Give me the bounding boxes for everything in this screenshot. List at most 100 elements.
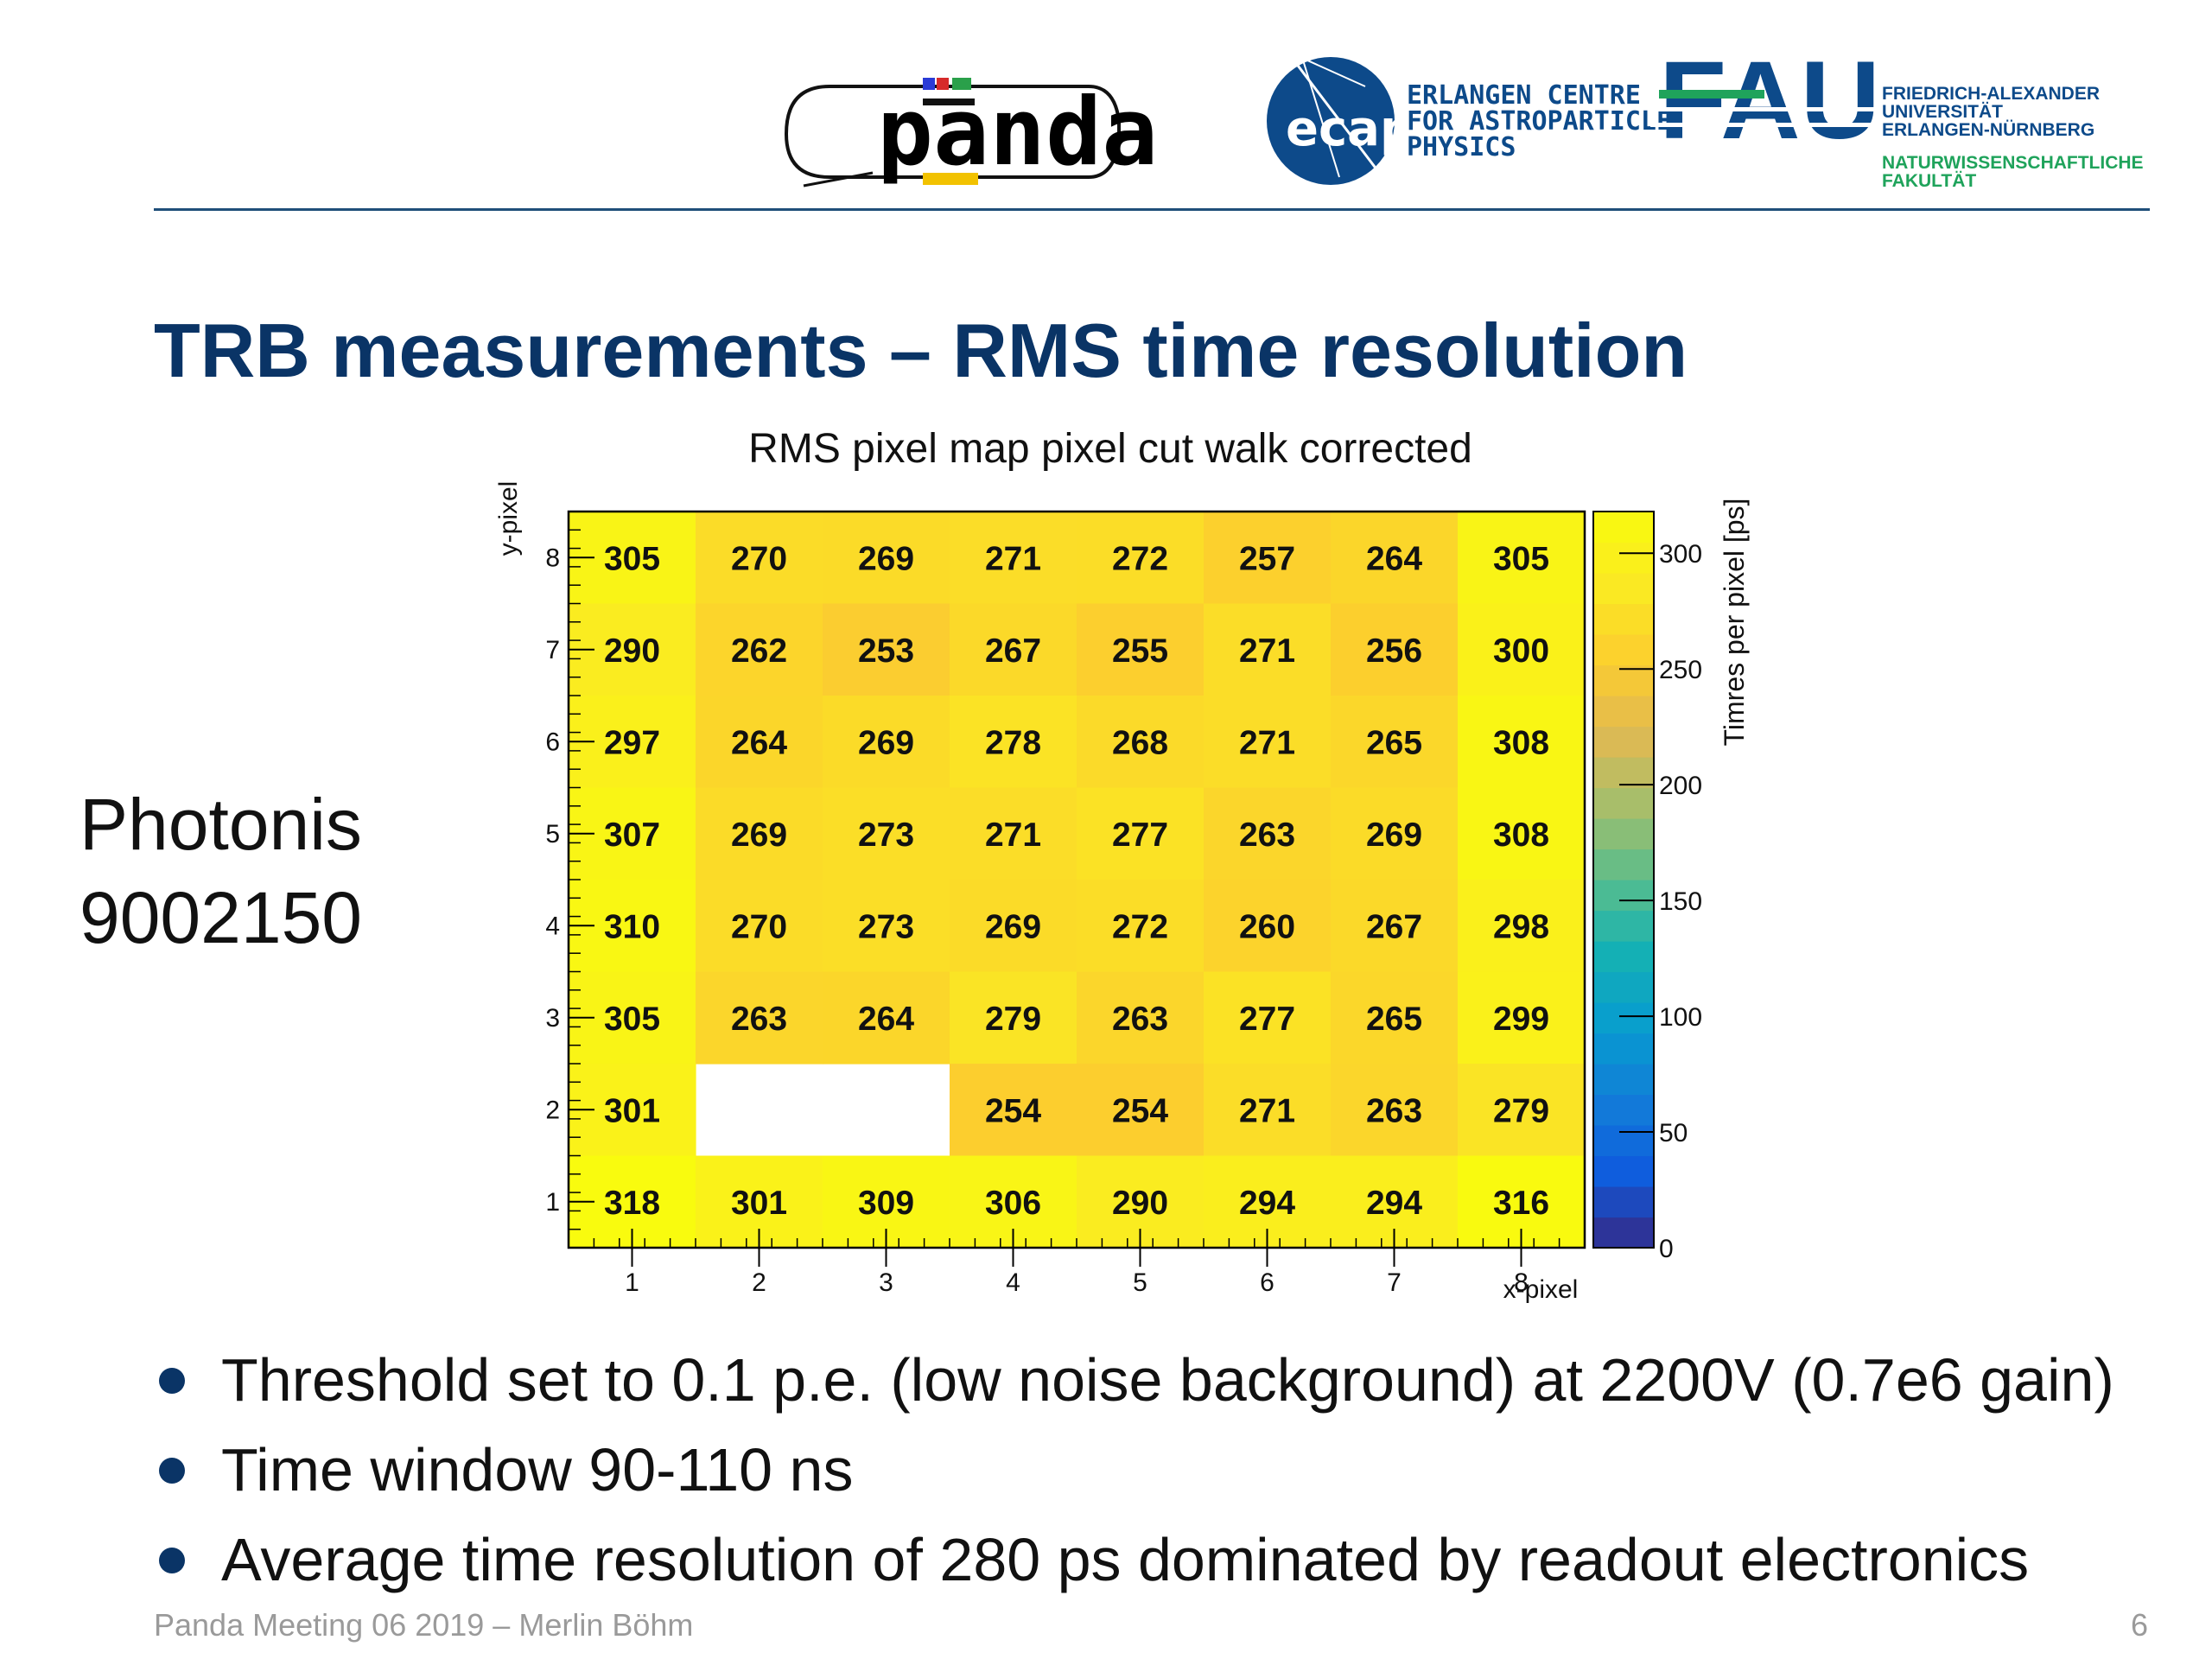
fau-name-line-2: UNIVERSITÄT (1882, 102, 2003, 122)
heatmap-cell (1204, 880, 1332, 973)
bullet-item: Average time resolution of 280 ps domina… (154, 1515, 2114, 1605)
bullet-text: Threshold set to 0.1 p.e. (low noise bac… (221, 1346, 2114, 1414)
y-tick-label: 2 (545, 1096, 560, 1124)
colorbar-segment (1593, 1125, 1654, 1157)
cell-value-label: 298 (1493, 908, 1549, 945)
heatmap-cell (1331, 880, 1459, 973)
heatmap-cell (1077, 880, 1205, 973)
cell-value-label: 267 (985, 632, 1041, 670)
heatmap-cell (1458, 512, 1586, 605)
cell-value-label: 263 (731, 1001, 787, 1038)
y-tick-label: 8 (545, 543, 560, 572)
cell-value-label: 277 (1239, 1001, 1295, 1038)
colorbar-segment (1593, 880, 1654, 912)
heatmap-cell (696, 880, 823, 973)
logo-bar: panda ecap ERLANGEN CENTRE FOR ASTROPART… (778, 35, 2160, 207)
colorbar-tick-label: 150 (1659, 887, 1702, 916)
heatmap-cell (696, 696, 823, 789)
heatmap-cell (1204, 787, 1332, 880)
detector-label: Photonis 9002150 (79, 778, 362, 964)
heatmap-cell (1204, 696, 1332, 789)
bullet-text: Time window 90-110 ns (221, 1436, 854, 1503)
page-number: 6 (2130, 1607, 2148, 1643)
cell-value-label: 269 (1366, 817, 1422, 854)
y-tick-label: 5 (545, 820, 560, 849)
cell-value-label: 299 (1493, 1001, 1549, 1038)
cell-value-label: 290 (604, 632, 660, 670)
cell-value-label: 271 (1239, 724, 1295, 761)
heatmap-cell (696, 787, 823, 880)
heatmap-cell (1204, 1064, 1332, 1157)
panda-logo: panda (784, 78, 1158, 188)
cell-value-label: 279 (1493, 1092, 1549, 1129)
fau-faculty-line-1: NATURWISSENSCHAFTLICHE (1882, 153, 2144, 173)
heatmap-cell-labels: 305 270 269 271 272 257 264 305 290 262 253 267 255 2… (604, 540, 1549, 1222)
cell-value-label: 269 (858, 540, 914, 577)
colorbar-label: Timres per pixel [ps] (1719, 499, 1750, 747)
cell-value-label: 271 (985, 540, 1041, 577)
heatmap-cell (1458, 971, 1586, 1065)
cell-value-label: 260 (1239, 908, 1295, 945)
cell-value-label: 262 (731, 632, 787, 670)
cell-value-label: 294 (1239, 1185, 1295, 1222)
x-tick-label: 8 (1514, 1268, 1529, 1297)
heatmap-cell (823, 512, 950, 605)
colorbar-segment (1593, 664, 1654, 696)
heatmap-cell (950, 787, 1077, 880)
heatmap-cell (950, 603, 1077, 696)
heatmap-cell (1077, 512, 1205, 605)
cell-value-label: 267 (1366, 908, 1422, 945)
bullet-dot-icon (159, 1548, 185, 1573)
slide-title: TRB measurements – RMS time resolution (154, 308, 1688, 393)
cell-value-label: 265 (1366, 1001, 1422, 1038)
heatmap-cell (823, 971, 950, 1065)
cell-value-label: 255 (1112, 632, 1168, 670)
logos-graphic: panda ecap ERLANGEN CENTRE FOR ASTROPART… (784, 39, 2144, 191)
heatmap-cell (1331, 1064, 1459, 1157)
panda-wordmark: panda (877, 79, 1158, 187)
cell-value-label: 273 (858, 908, 914, 945)
heatmap-cell (1458, 1064, 1586, 1157)
colorbar-segment (1593, 1064, 1654, 1096)
footer-text: Panda Meeting 06 2019 – Merlin Böhm (154, 1607, 694, 1643)
heatmap-cell (1458, 880, 1586, 973)
heatmap-cell (1331, 696, 1459, 789)
cell-value-label: 273 (858, 817, 914, 854)
cell-value-label: 270 (731, 540, 787, 577)
heatmap-cell (696, 603, 823, 696)
heatmap-cell (950, 696, 1077, 789)
cell-value-label: 268 (1112, 724, 1168, 761)
heatmap-cell (696, 512, 823, 605)
colorbar-segment (1593, 512, 1654, 543)
detector-label-line-2: 9002150 (79, 877, 363, 958)
cell-value-label: 305 (604, 540, 660, 577)
bullet-dot-icon (159, 1368, 185, 1394)
y-tick-label: 3 (545, 1004, 560, 1033)
heatmap-cell (1077, 1064, 1205, 1157)
bullet-list: Threshold set to 0.1 p.e. (low noise bac… (154, 1335, 2114, 1605)
cell-value-label: 309 (858, 1185, 914, 1222)
colorbar-tick-label: 50 (1659, 1119, 1688, 1147)
cell-value-label: 294 (1366, 1185, 1422, 1222)
bullet-item: Threshold set to 0.1 p.e. (low noise bac… (154, 1335, 2114, 1425)
y-tick-label: 6 (545, 728, 560, 756)
heatmap-cell (1331, 971, 1459, 1065)
cell-value-label: 290 (1112, 1185, 1168, 1222)
heatmap-cell (1077, 696, 1205, 789)
cell-value-label: 301 (731, 1185, 787, 1222)
heatmap-cell (1331, 787, 1459, 880)
heatmap-cell (1458, 696, 1586, 789)
cell-value-label: 263 (1112, 1001, 1168, 1038)
cell-value-label: 305 (604, 1001, 660, 1038)
cell-value-label: 316 (1493, 1185, 1549, 1222)
cell-value-label: 297 (604, 724, 660, 761)
fau-name-line-3: ERLANGEN-NÜRNBERG (1882, 120, 2094, 140)
heatmap-cell (950, 971, 1077, 1065)
chart-title: RMS pixel map pixel cut walk corrected (748, 426, 1472, 472)
heatmap-cell (950, 880, 1077, 973)
colorbar-tick-label: 0 (1659, 1235, 1674, 1263)
cell-value-label: 278 (985, 724, 1041, 761)
heatmap-cell (950, 1064, 1077, 1157)
colorbar-segment (1593, 818, 1654, 850)
ecap-name-line-2: FOR ASTROPARTICLE (1407, 106, 1672, 137)
